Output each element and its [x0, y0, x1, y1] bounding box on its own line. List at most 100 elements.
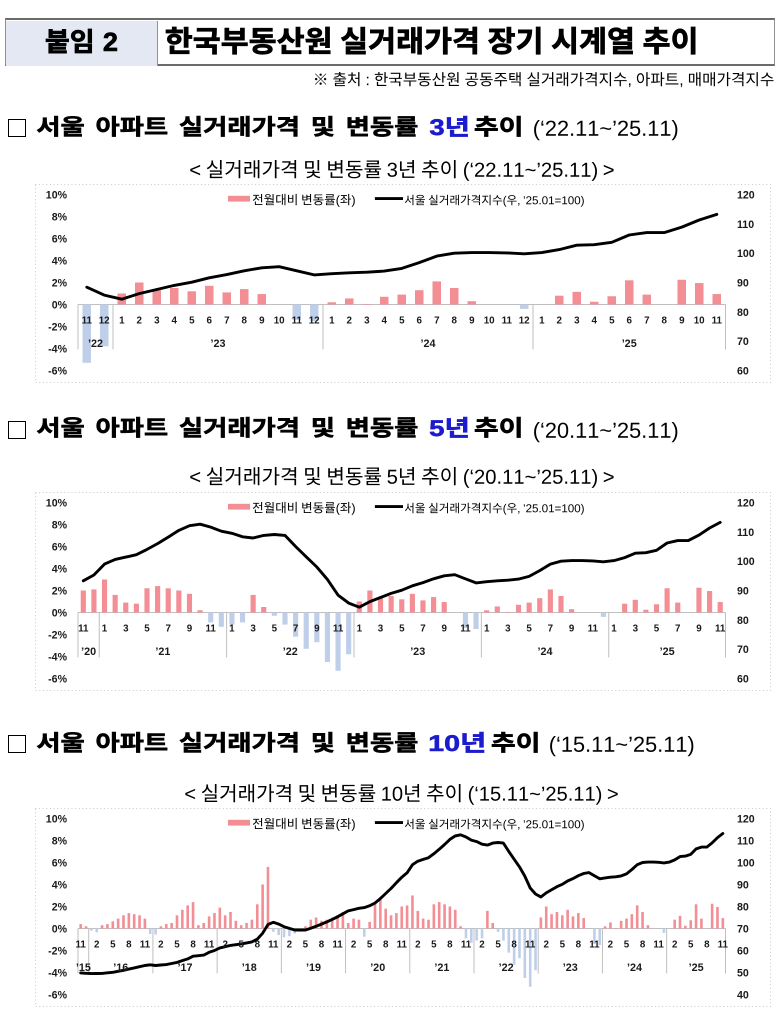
svg-text:11: 11 [653, 939, 664, 950]
svg-text:110: 110 [737, 219, 754, 231]
svg-text:2: 2 [158, 939, 164, 950]
svg-text:11: 11 [397, 939, 408, 950]
svg-text:’24: ’24 [420, 338, 435, 350]
svg-text:5: 5 [431, 939, 437, 950]
svg-text:11: 11 [588, 623, 599, 634]
svg-text:0%: 0% [52, 924, 68, 936]
svg-text:4: 4 [591, 315, 597, 326]
svg-text:1: 1 [229, 623, 235, 634]
svg-text:60: 60 [737, 674, 749, 686]
svg-text:9: 9 [259, 315, 265, 326]
svg-text:60: 60 [737, 946, 749, 958]
svg-text:6%: 6% [52, 234, 68, 246]
svg-text:0%: 0% [52, 608, 68, 620]
svg-text:80: 80 [737, 615, 749, 627]
svg-text:10: 10 [274, 315, 285, 326]
svg-text:8: 8 [319, 939, 325, 950]
svg-text:11: 11 [718, 939, 729, 950]
svg-text:90: 90 [737, 880, 749, 892]
svg-text:100: 100 [737, 248, 755, 260]
svg-text:6%: 6% [52, 542, 68, 554]
svg-text:4: 4 [171, 315, 177, 326]
svg-text:10: 10 [484, 315, 495, 326]
svg-text:9: 9 [441, 623, 447, 634]
svg-text:8: 8 [383, 939, 389, 950]
svg-text:2: 2 [136, 315, 142, 326]
svg-text:100: 100 [737, 556, 755, 568]
svg-text:2: 2 [346, 315, 352, 326]
svg-text:’18: ’18 [242, 962, 257, 974]
svg-text:90: 90 [737, 278, 749, 290]
svg-text:11: 11 [82, 315, 93, 326]
svg-text:3: 3 [633, 623, 639, 634]
svg-text:1: 1 [329, 315, 335, 326]
svg-text:8: 8 [126, 939, 132, 950]
svg-text:’22: ’22 [499, 962, 514, 974]
svg-text:2: 2 [543, 939, 549, 950]
svg-text:8: 8 [447, 939, 453, 950]
svg-text:-4%: -4% [48, 344, 67, 356]
svg-text:-6%: -6% [48, 674, 67, 686]
svg-text:3: 3 [154, 315, 160, 326]
svg-text:’20: ’20 [370, 962, 385, 974]
svg-text:11: 11 [333, 623, 344, 634]
svg-text:-2%: -2% [48, 630, 67, 642]
svg-text:6%: 6% [52, 858, 68, 870]
svg-text:5: 5 [189, 315, 195, 326]
svg-text:2: 2 [556, 315, 562, 326]
svg-text:’15: ’15 [76, 962, 91, 974]
svg-text:-2%: -2% [48, 322, 67, 334]
svg-text:2: 2 [479, 939, 485, 950]
svg-text:5: 5 [560, 939, 566, 950]
svg-text:120: 120 [737, 498, 755, 510]
svg-text:8: 8 [661, 315, 667, 326]
svg-text:3: 3 [574, 315, 580, 326]
svg-text:7: 7 [293, 623, 299, 634]
svg-text:2: 2 [222, 939, 228, 950]
svg-text:5: 5 [495, 939, 501, 950]
svg-text:9: 9 [187, 623, 193, 634]
svg-text:9: 9 [679, 315, 685, 326]
svg-text:11: 11 [76, 939, 87, 950]
svg-text:11: 11 [460, 623, 471, 634]
svg-text:11: 11 [140, 939, 151, 950]
svg-text:60: 60 [737, 366, 749, 378]
svg-text:5: 5 [654, 623, 660, 634]
svg-text:1: 1 [611, 623, 617, 634]
svg-text:12: 12 [309, 315, 320, 326]
svg-text:0%: 0% [52, 300, 68, 312]
svg-text:8: 8 [640, 939, 646, 950]
svg-text:4: 4 [381, 315, 387, 326]
svg-text:-4%: -4% [48, 968, 67, 980]
svg-text:8: 8 [190, 939, 196, 950]
svg-text:7: 7 [224, 315, 230, 326]
svg-text:70: 70 [737, 644, 749, 656]
svg-text:5: 5 [367, 939, 373, 950]
svg-text:5: 5 [272, 623, 278, 634]
svg-text:5: 5 [399, 315, 405, 326]
svg-text:2%: 2% [52, 278, 68, 290]
svg-text:10: 10 [694, 315, 705, 326]
svg-text:11: 11 [525, 939, 536, 950]
svg-text:110: 110 [737, 836, 754, 848]
svg-text:’22: ’22 [283, 646, 298, 658]
svg-text:90: 90 [737, 586, 749, 598]
svg-text:1: 1 [102, 623, 108, 634]
svg-text:120: 120 [737, 814, 755, 826]
svg-text:’16: ’16 [113, 962, 128, 974]
svg-text:8%: 8% [52, 836, 68, 848]
svg-text:3: 3 [250, 623, 256, 634]
svg-text:’25: ’25 [622, 338, 637, 350]
svg-text:5: 5 [526, 623, 532, 634]
svg-text:11: 11 [461, 939, 472, 950]
svg-text:10%: 10% [46, 498, 68, 510]
svg-text:7: 7 [420, 623, 426, 634]
svg-text:’21: ’21 [155, 646, 170, 658]
svg-text:7: 7 [548, 623, 554, 634]
svg-text:110: 110 [737, 527, 754, 539]
svg-text:11: 11 [204, 939, 215, 950]
svg-text:’20: ’20 [81, 646, 96, 658]
svg-text:80: 80 [737, 902, 749, 914]
svg-text:40: 40 [737, 990, 749, 1002]
svg-text:10%: 10% [46, 190, 68, 202]
